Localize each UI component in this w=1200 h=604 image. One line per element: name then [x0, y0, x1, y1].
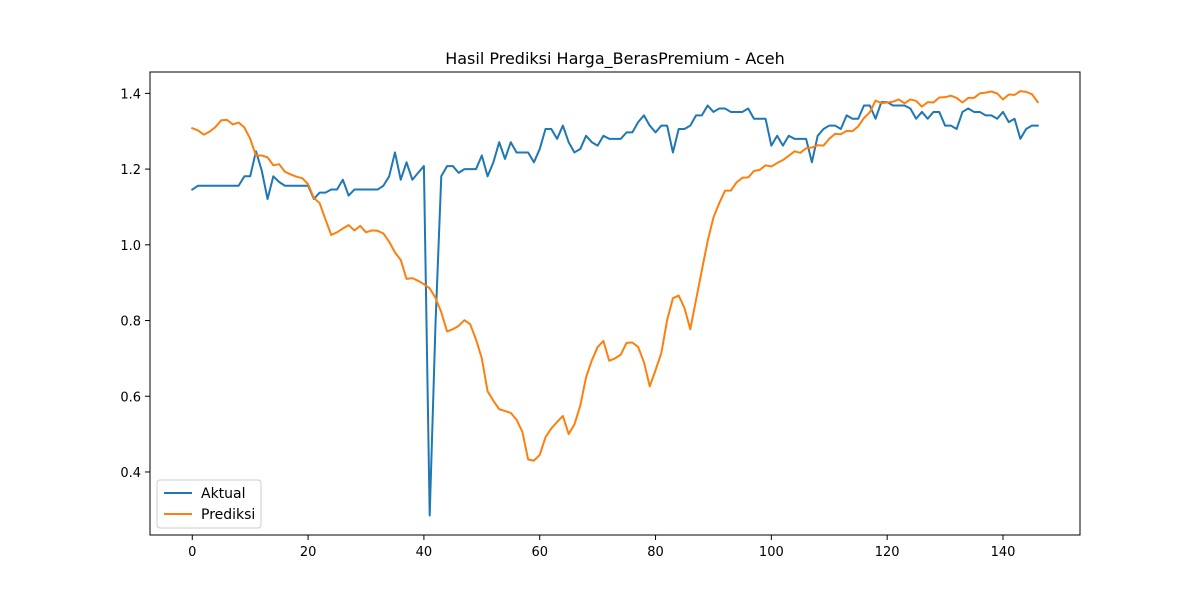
- x-tick-label: 20: [300, 545, 317, 560]
- x-tick-label: 60: [531, 545, 548, 560]
- y-tick-label: 1.2: [120, 163, 141, 178]
- chart-title: Hasil Prediksi Harga_BerasPremium - Aceh: [445, 49, 785, 69]
- legend: Aktual Prediksi: [156, 479, 262, 529]
- x-tick-label: 100: [759, 545, 784, 560]
- plot-frame: [149, 71, 1081, 536]
- series-lines: [190, 90, 1040, 517]
- x-tick-label: 80: [647, 545, 664, 560]
- x-tick-label: 40: [416, 545, 433, 560]
- legend-aktual-label: Aktual: [201, 486, 246, 502]
- x-tick-label: 0: [188, 545, 196, 560]
- series-line-aktual: [190, 101, 1039, 517]
- y-tick-label: 1.4: [120, 87, 141, 102]
- y-tick-label: 0.6: [120, 390, 141, 405]
- series-line-prediksi: [190, 90, 1040, 462]
- x-tick-label: 140: [991, 545, 1016, 560]
- y-tick-label: 1.0: [120, 239, 141, 254]
- y-tick-label: 0.8: [120, 315, 141, 330]
- axes-ticks: 0 20 40 60 80 100 120 140 0.4 0.6 0.8 1.0 1.2 1.4: [120, 87, 1015, 560]
- legend-prediksi-label: Prediksi: [201, 507, 255, 523]
- x-tick-label: 120: [875, 545, 900, 560]
- y-tick-label: 0.4: [120, 466, 141, 481]
